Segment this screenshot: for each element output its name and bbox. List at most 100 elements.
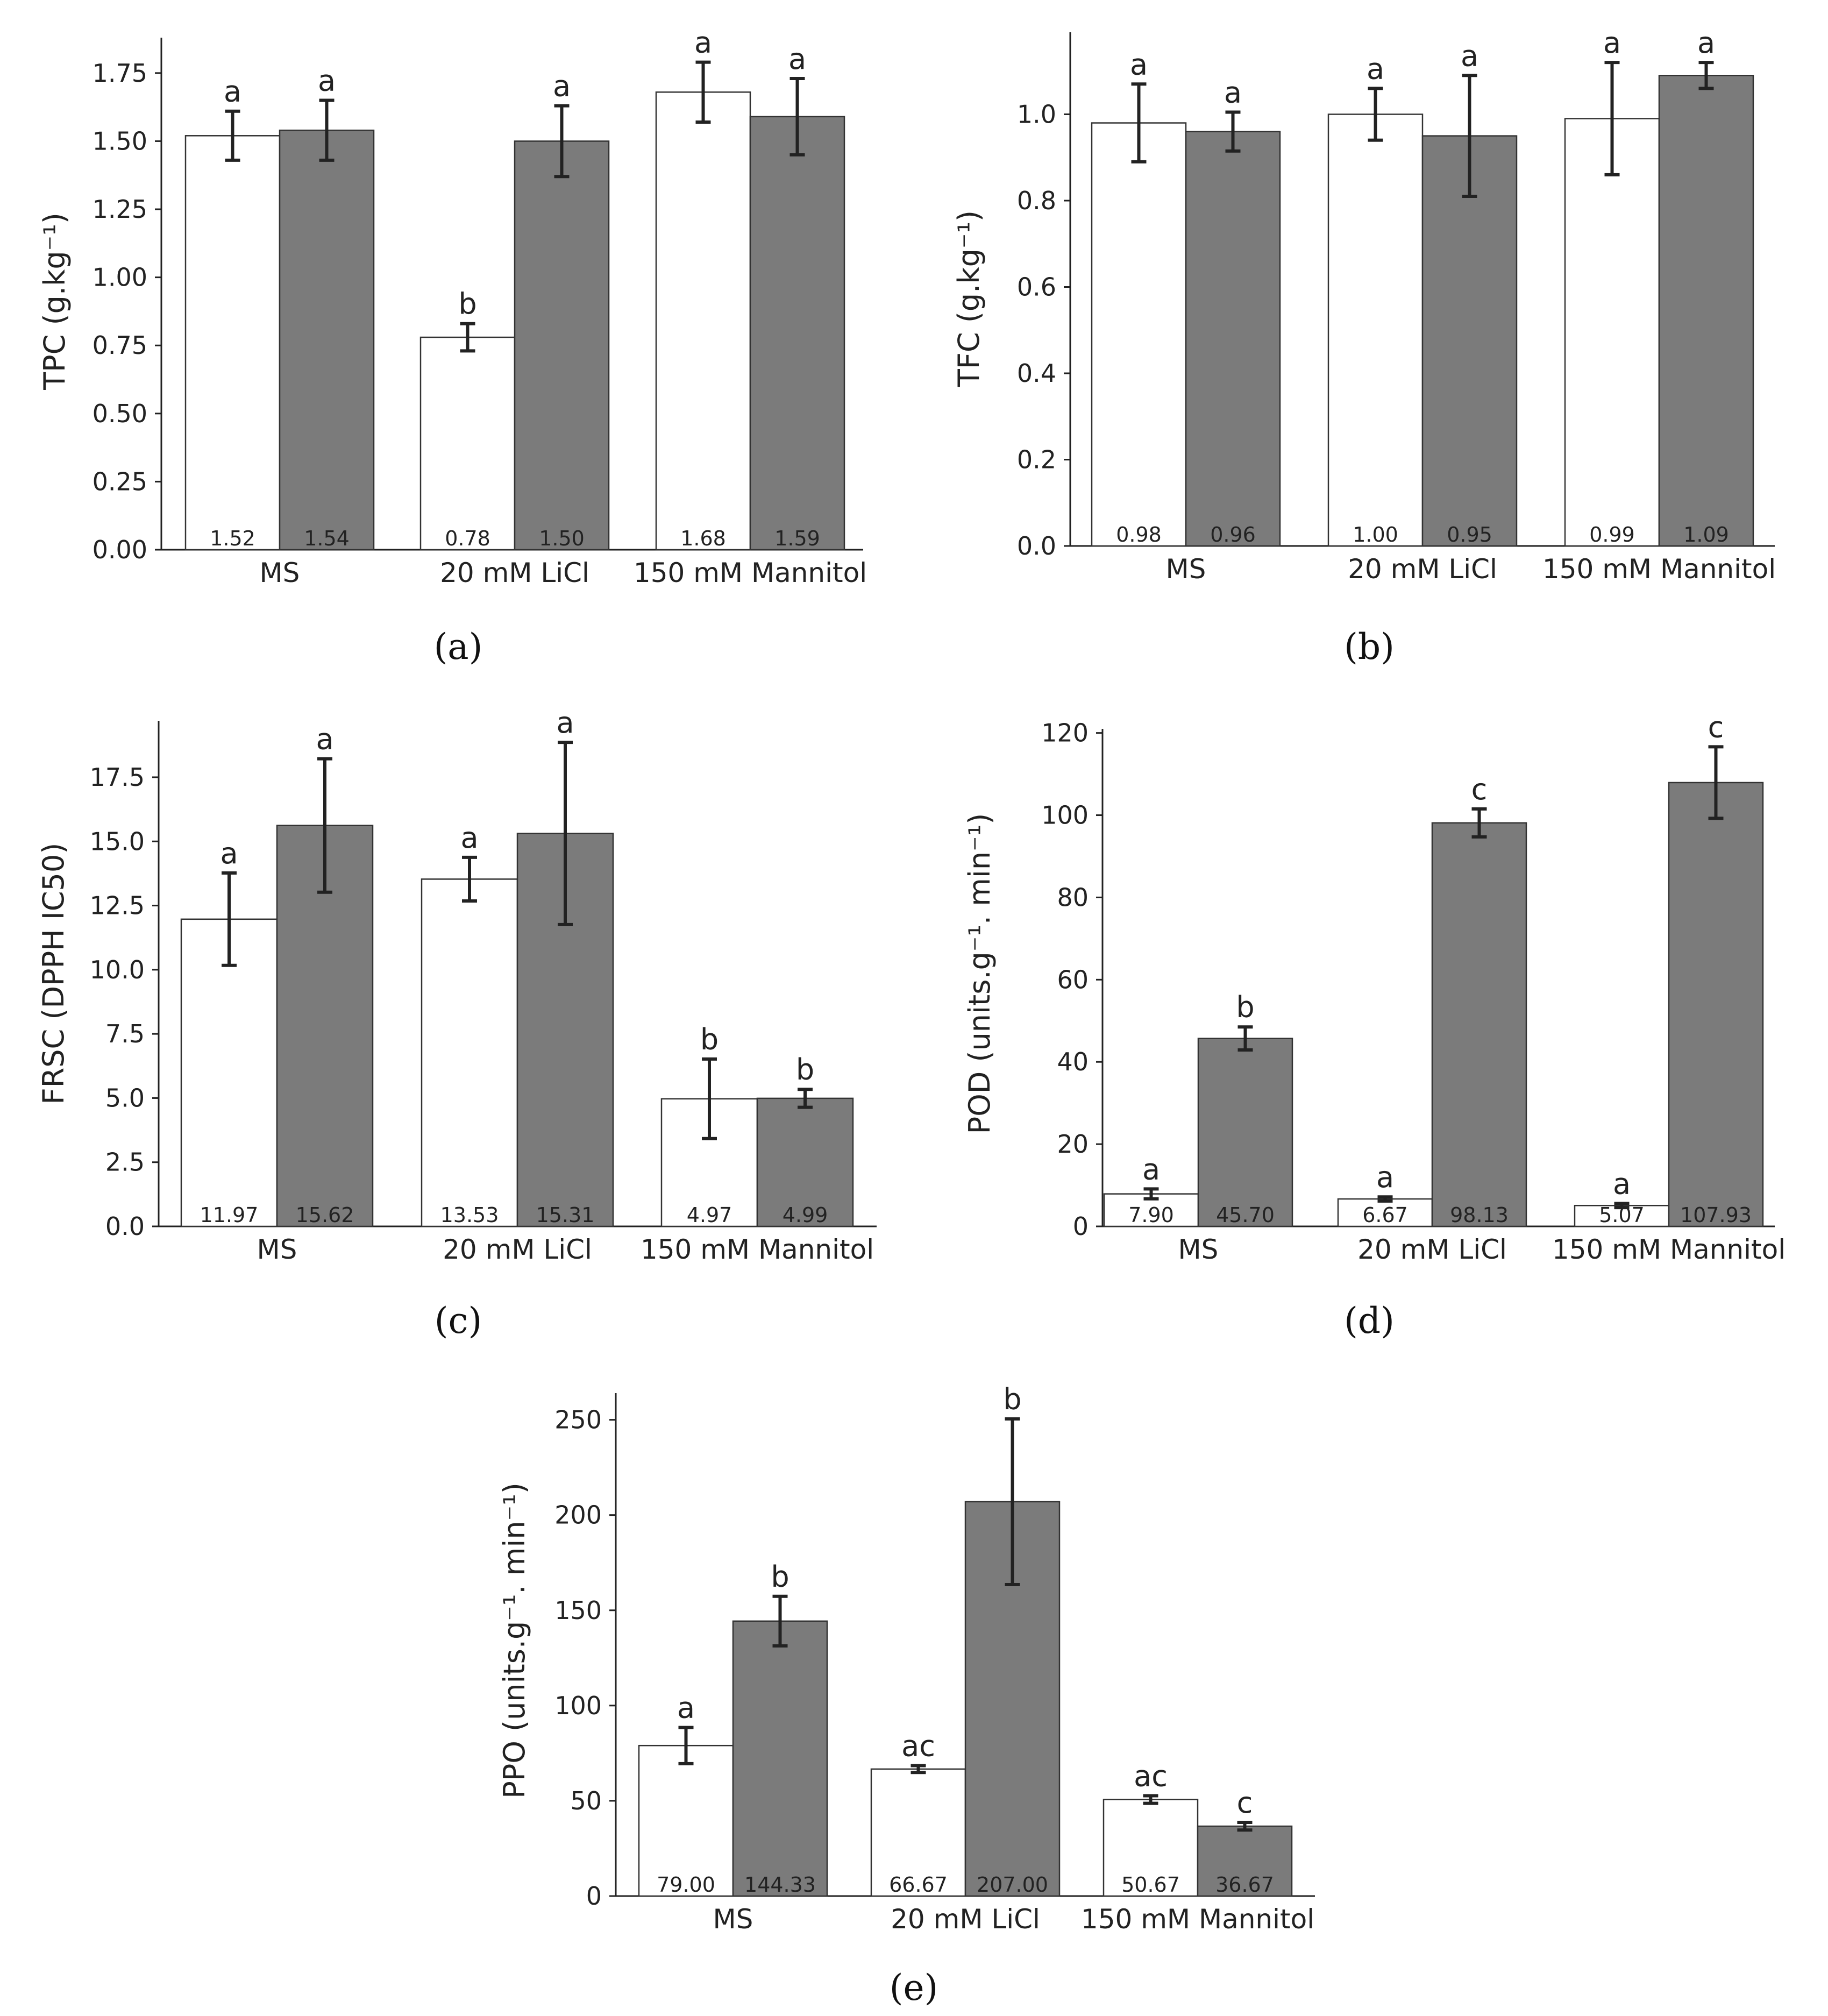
significance-letter: a bbox=[788, 42, 806, 76]
bar-gray-2 bbox=[1197, 1825, 1293, 1897]
bar-white-0 bbox=[184, 135, 281, 551]
y-tick-label: 5.0 bbox=[105, 1083, 145, 1112]
significance-letter: a bbox=[220, 836, 238, 870]
x-category-label: MS bbox=[713, 1904, 753, 1935]
y-tick-label: 100 bbox=[1041, 801, 1089, 830]
x-category-label: 150 mM Mannitol bbox=[641, 1234, 874, 1265]
y-tick-label: 200 bbox=[554, 1501, 602, 1530]
chart-panel-d: 0 20 40 60 80 100 120 POD (units.g⁻¹. min⁻¹) a 7.… bbox=[963, 710, 1786, 1265]
bar-value-label: 0.98 bbox=[1116, 523, 1162, 546]
significance-letter: a bbox=[1142, 1152, 1160, 1186]
y-tick-label: 0.00 bbox=[93, 535, 147, 564]
x-category-label: 150 mM Mannitol bbox=[1542, 553, 1776, 585]
bar-value-label: 1.54 bbox=[304, 527, 350, 550]
bar-value-label: 1.50 bbox=[539, 527, 585, 550]
bar-value-label: 79.00 bbox=[657, 1873, 715, 1897]
significance-letter: a bbox=[318, 63, 336, 97]
bar-white-2 bbox=[655, 91, 751, 551]
significance-letter: a bbox=[1461, 39, 1478, 73]
bar-value-label: 107.93 bbox=[1680, 1203, 1752, 1227]
significance-letter: a bbox=[316, 722, 333, 756]
bar-gray-1 bbox=[1421, 135, 1518, 547]
bar-value-label: 15.31 bbox=[536, 1203, 595, 1227]
bar-value-label: 0.78 bbox=[445, 527, 490, 550]
bar-gray-0 bbox=[1197, 1038, 1293, 1227]
x-category-label: 150 mM Mannitol bbox=[1081, 1904, 1314, 1935]
y-tick-label: 1.00 bbox=[93, 263, 147, 292]
y-tick-label: 1.75 bbox=[93, 59, 147, 88]
significance-letter: a bbox=[553, 69, 571, 103]
bar-value-label: 0.99 bbox=[1589, 523, 1635, 546]
bar-gray-2 bbox=[1658, 75, 1754, 547]
x-category-label: 20 mM LiCl bbox=[440, 557, 589, 588]
bar-white-2 bbox=[1574, 1204, 1670, 1227]
y-tick-label: 0.0 bbox=[1017, 531, 1056, 560]
bar-value-label: 4.97 bbox=[687, 1203, 732, 1227]
bar-white-1 bbox=[419, 336, 516, 551]
y-tick-label: 100 bbox=[554, 1691, 602, 1720]
bar-white-0 bbox=[638, 1744, 734, 1897]
bar-white-2 bbox=[1564, 118, 1660, 547]
bar-value-label: 1.68 bbox=[680, 527, 726, 550]
bar-value-label: 6.67 bbox=[1362, 1203, 1408, 1227]
y-tick-label: 0.6 bbox=[1017, 272, 1056, 301]
significance-letter: c bbox=[1237, 1786, 1253, 1820]
x-category-label: 20 mM LiCl bbox=[1348, 553, 1497, 585]
y-tick-label: 40 bbox=[1057, 1047, 1089, 1076]
chart-panel-c: 0.0 2.5 5.0 7.5 10.0 12.5 15.0 17.5 FRSC (DPPH I… bbox=[37, 706, 877, 1265]
panel-label-e: (e) bbox=[890, 1967, 938, 2008]
bar-value-label: 7.90 bbox=[1128, 1203, 1174, 1227]
y-tick-label: 0.50 bbox=[93, 399, 147, 428]
x-category-label: MS bbox=[257, 1234, 297, 1265]
bar-white-0 bbox=[180, 918, 278, 1227]
significance-letter: c bbox=[1471, 772, 1488, 806]
y-axis-label: TPC (g.kg⁻¹) bbox=[38, 212, 72, 391]
significance-letter: b bbox=[1236, 990, 1254, 1024]
significance-letter: b bbox=[458, 287, 476, 321]
y-tick-label: 1.0 bbox=[1017, 100, 1056, 129]
bar-value-label: 1.59 bbox=[774, 527, 820, 550]
significance-letter: a bbox=[694, 26, 712, 60]
panel-label-b: (b) bbox=[1344, 626, 1395, 668]
bar-gray-1 bbox=[514, 140, 610, 551]
bar-value-label: 11.97 bbox=[200, 1203, 259, 1227]
bar-value-label: 4.99 bbox=[783, 1203, 828, 1227]
bar-gray-2 bbox=[749, 116, 845, 551]
significance-letter: b bbox=[700, 1023, 719, 1056]
bar-value-label: 1.52 bbox=[210, 527, 255, 550]
bar-value-label: 144.33 bbox=[744, 1873, 816, 1897]
bar-value-label: 50.67 bbox=[1121, 1873, 1180, 1897]
bar-white-1 bbox=[1327, 113, 1424, 547]
y-tick-label: 80 bbox=[1057, 883, 1089, 912]
panel-label-d: (d) bbox=[1344, 1300, 1395, 1341]
bar-white-1 bbox=[870, 1768, 966, 1897]
bar-gray-0 bbox=[279, 129, 375, 551]
bar-white-1 bbox=[1337, 1198, 1433, 1227]
y-tick-label: 12.5 bbox=[90, 891, 145, 920]
y-tick-label: 17.5 bbox=[90, 763, 145, 792]
significance-letter: a bbox=[224, 75, 241, 109]
significance-letter: b bbox=[771, 1560, 789, 1594]
significance-letter: a bbox=[460, 821, 478, 855]
significance-letter: b bbox=[1003, 1382, 1021, 1416]
chart-panel-e: 0 50 100 150 200 250 PPO (units.g⁻¹. min⁻¹) a 79… bbox=[497, 1382, 1315, 1935]
x-category-label: 150 mM Mannitol bbox=[634, 557, 867, 588]
y-tick-label: 0.8 bbox=[1017, 186, 1056, 215]
significance-letter: ac bbox=[1134, 1759, 1168, 1793]
bar-value-label: 207.00 bbox=[977, 1873, 1048, 1897]
bar-value-label: 13.53 bbox=[440, 1203, 499, 1227]
bar-value-label: 1.09 bbox=[1683, 523, 1729, 546]
y-tick-label: 0 bbox=[586, 1882, 602, 1911]
significance-letter: ac bbox=[901, 1729, 935, 1763]
y-tick-label: 150 bbox=[554, 1596, 602, 1625]
bar-value-label: 36.67 bbox=[1215, 1873, 1274, 1897]
x-category-label: 20 mM LiCl bbox=[443, 1234, 592, 1265]
significance-letter: a bbox=[1367, 52, 1384, 86]
panel-label-c: (c) bbox=[435, 1300, 482, 1341]
significance-letter: a bbox=[1376, 1160, 1394, 1194]
significance-letter: a bbox=[1130, 47, 1148, 81]
bar-value-label: 45.70 bbox=[1216, 1203, 1275, 1227]
y-tick-label: 0.4 bbox=[1017, 359, 1056, 388]
chart-panel-a: 0.00 0.25 0.50 0.75 1.00 1.25 1.50 1.75 TPC (g.k… bbox=[38, 26, 867, 588]
